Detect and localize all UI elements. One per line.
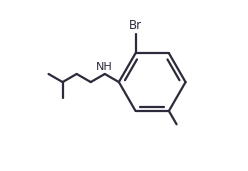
Text: NH: NH bbox=[95, 62, 112, 72]
Text: Br: Br bbox=[129, 19, 142, 32]
